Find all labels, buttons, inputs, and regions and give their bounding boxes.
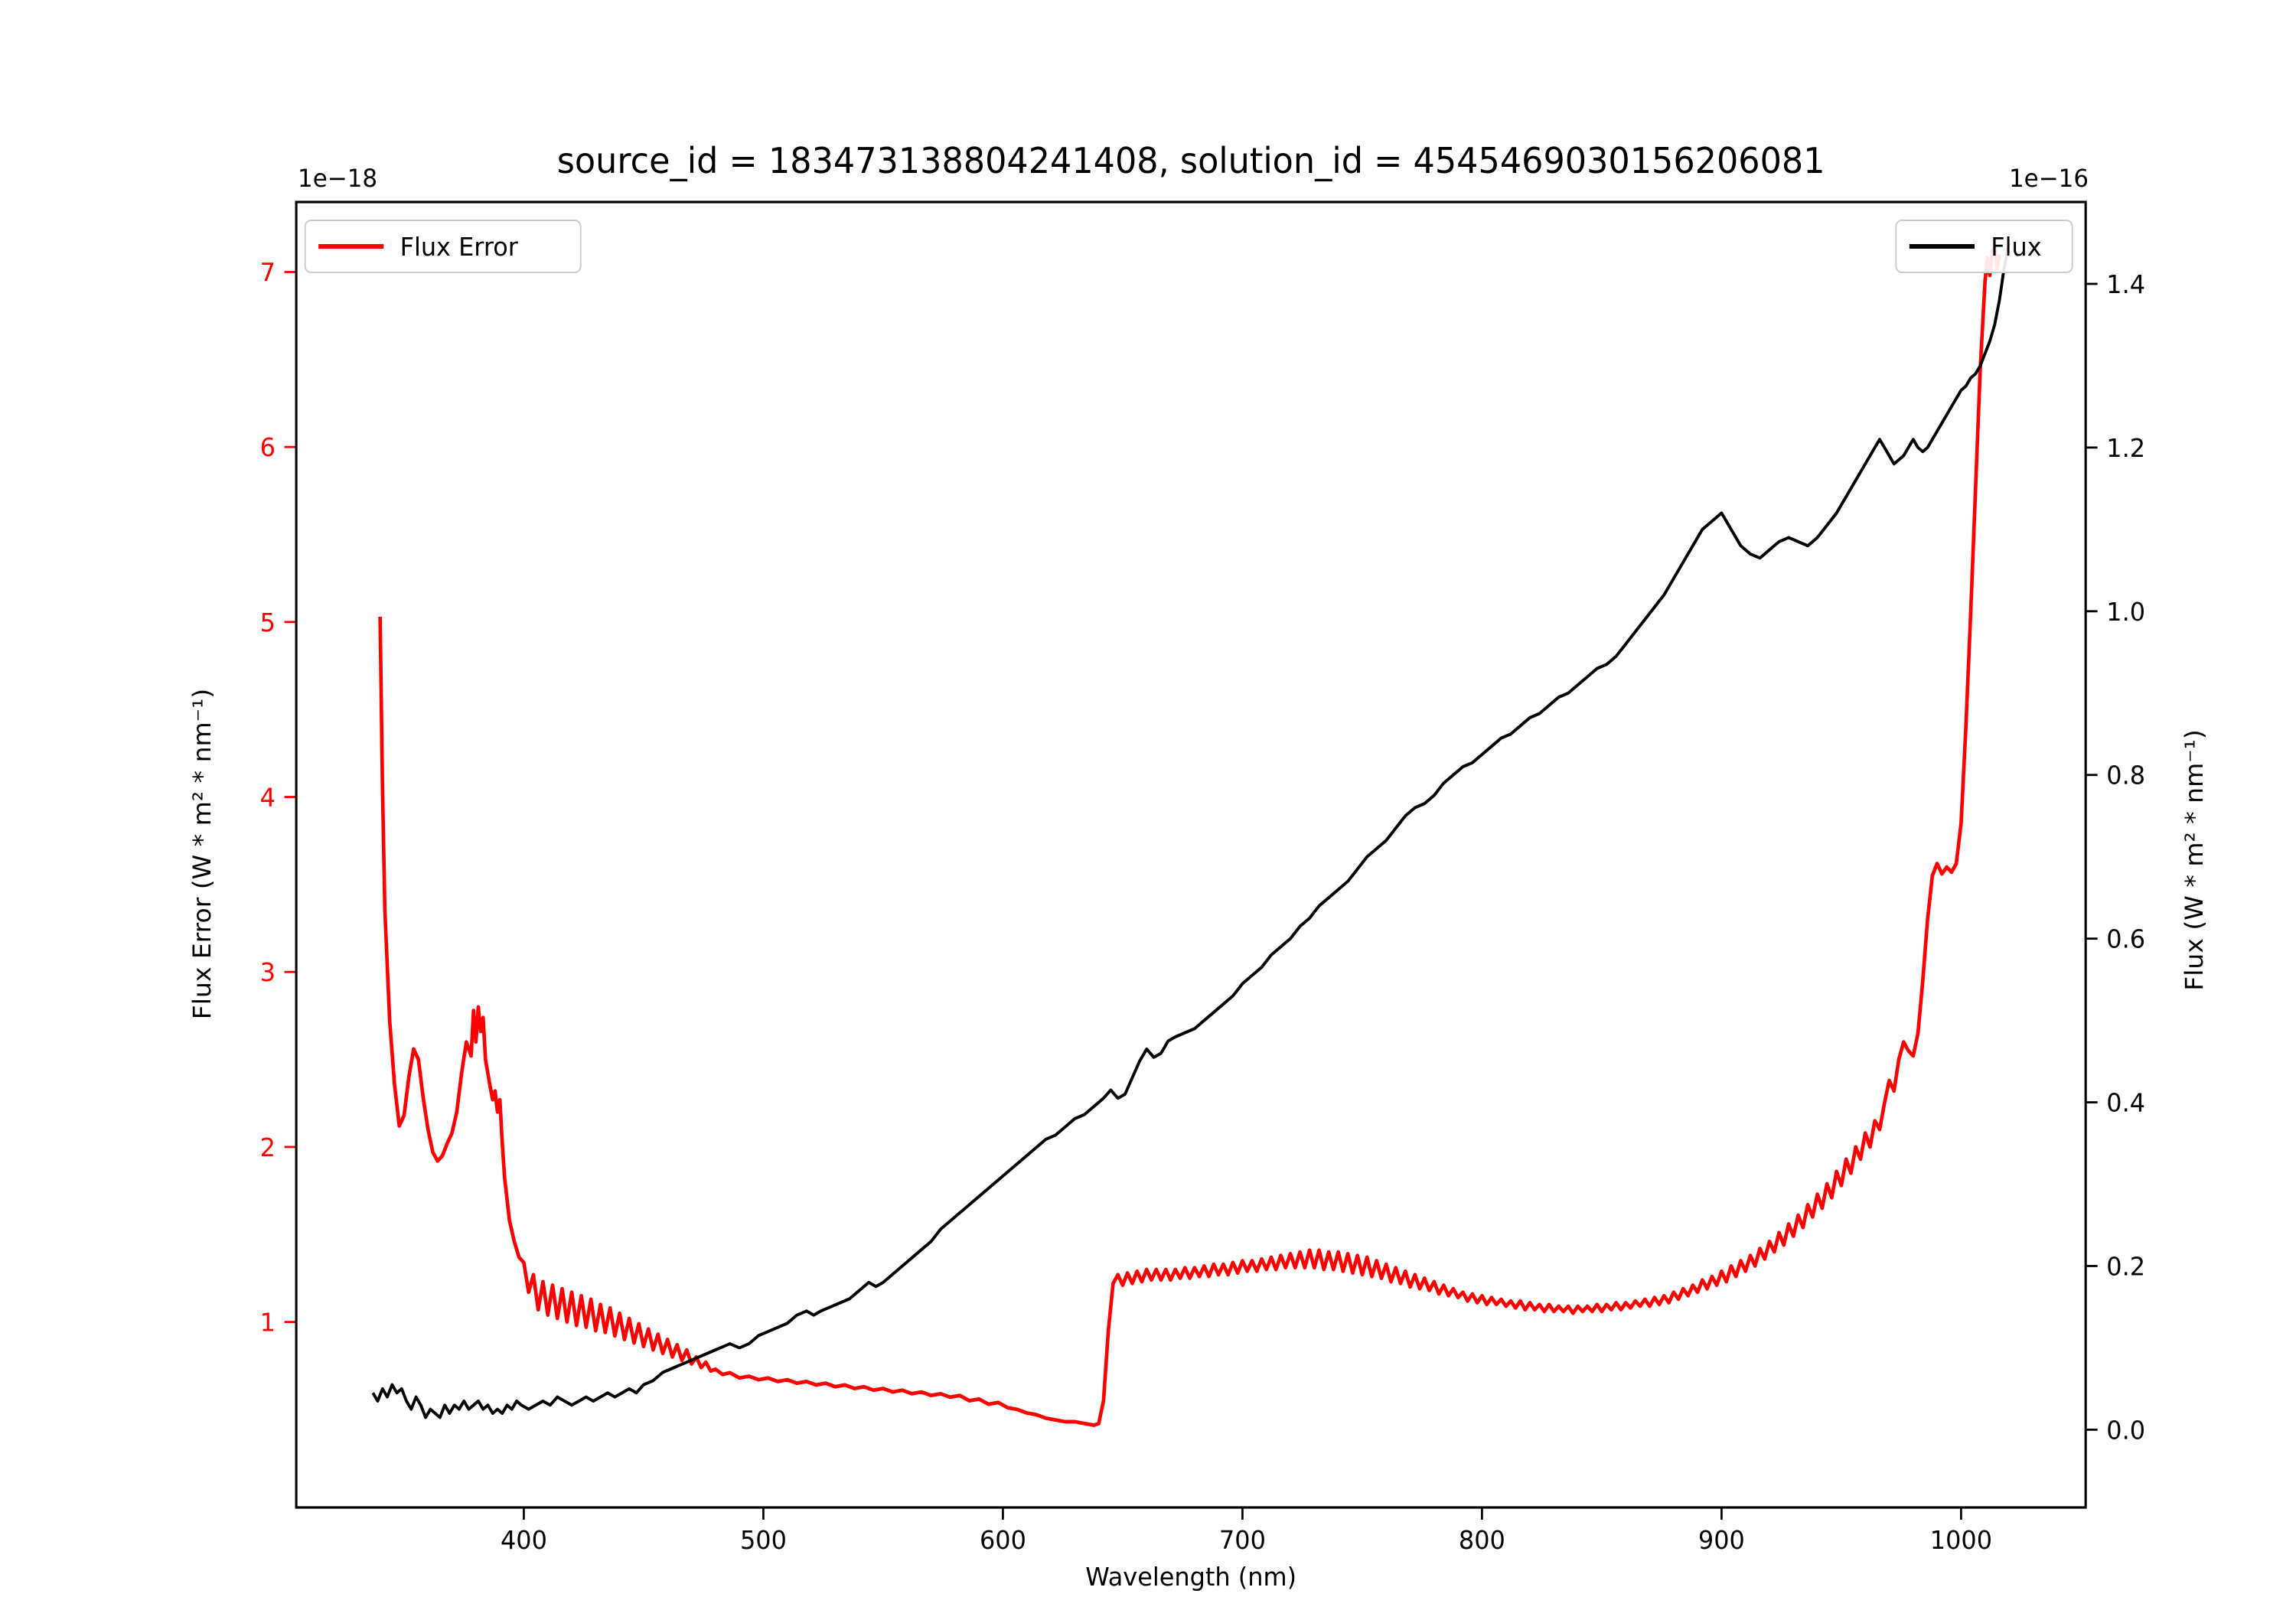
y-left-tick-label: 7 [260,258,276,288]
x-tick-label: 800 [1459,1526,1505,1556]
series-line-flux-error [378,243,2001,1427]
y-right-axis-ticks: 0.0 0.2 0.4 0.6 0.8 1.0 1.2 1.4 [2086,269,2145,1445]
x-tick-label: 400 [501,1526,547,1556]
y-right-tick-label: 0.4 [2106,1088,2145,1118]
y-right-offset-text: 1e−16 [2009,165,2089,194]
y-right-tick-label: 0.8 [2106,761,2145,790]
y-left-axis-label: Flux Error (W * m² * nm⁻¹) [188,689,216,1019]
legend-flux: Flux [1895,220,2073,273]
y-right-tick-label: 1.2 [2106,433,2145,463]
x-tick-label: 600 [980,1526,1026,1556]
x-tick-label: 700 [1219,1526,1266,1556]
x-tick-label: 500 [740,1526,787,1556]
legend-flux-box [1895,220,2073,273]
y-right-tick-label: 1.4 [2106,269,2145,299]
x-axis-label: Wavelength (nm) [1085,1563,1296,1592]
y-left-tick-label: 6 [260,433,276,463]
chart-title: source_id = 183473138804241408, solution… [557,140,1825,181]
y-left-tick-label: 4 [260,783,276,813]
y-right-tick-label: 0.2 [2106,1252,2145,1282]
x-tick-label: 900 [1698,1526,1745,1556]
x-axis-ticks: 400 500 600 700 800 900 1000 [501,1507,1992,1555]
y-left-tick-label: 5 [260,608,276,637]
legend-flux-label: Flux [1991,233,2041,262]
series-lines [371,243,2011,1427]
y-left-tick-label: 3 [260,958,276,988]
y-left-tick-label: 2 [260,1133,276,1162]
y-left-tick-label: 1 [260,1308,276,1338]
y-right-tick-label: 0.6 [2106,924,2145,954]
y-left-axis-ticks: 1 2 3 4 5 6 7 [260,258,297,1338]
x-tick-label: 1000 [1930,1526,1992,1556]
y-left-offset-text: 1e−18 [298,165,377,194]
y-right-tick-label: 0.0 [2106,1416,2145,1445]
y-right-axis-label: Flux (W * m² * nm⁻¹) [2180,729,2209,990]
legend-flux-error-label: Flux Error [400,233,519,262]
series-line-flux [371,243,2011,1419]
plot-border [295,200,2087,1509]
legend-flux-error-box [304,220,582,273]
legend-flux-error: Flux Error [304,220,582,273]
y-right-tick-label: 1.0 [2106,597,2145,627]
